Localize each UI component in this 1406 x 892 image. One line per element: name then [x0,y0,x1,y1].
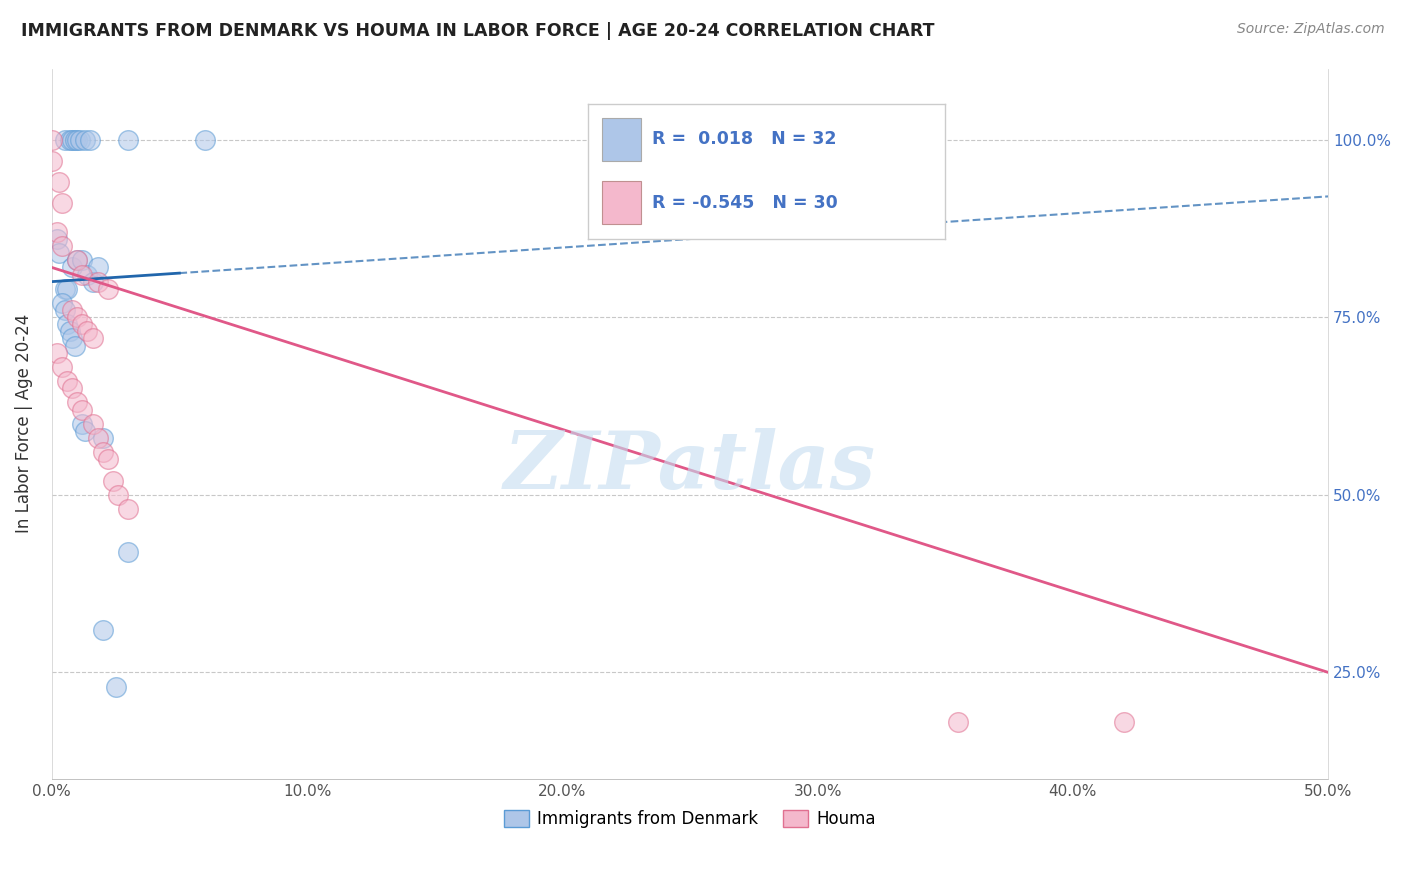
Point [60,260,83,275]
Point [56,318,79,332]
Point [72,417,94,431]
Point [63,132,86,146]
Point [91,431,114,445]
Point [73,132,96,146]
Point [97,452,120,467]
Point [73,424,96,438]
Point [66,310,89,325]
Point [1112,715,1135,730]
Text: ZIPatlas: ZIPatlas [503,427,876,505]
Point [48,175,70,189]
Point [60,331,83,345]
Point [53,303,76,318]
Point [51,359,73,374]
Point [117,502,139,516]
Point [86,275,108,289]
Legend: Immigrants from Denmark, Houma: Immigrants from Denmark, Houma [498,803,883,835]
Point [60,381,83,395]
Point [82,417,104,431]
Point [97,282,120,296]
Point [41,153,63,168]
Point [117,132,139,146]
Point [72,402,94,417]
Point [60,132,83,146]
Point [51,239,73,253]
Point [66,395,89,409]
Point [56,374,79,388]
Point [194,132,217,146]
Y-axis label: In Labor Force | Age 20-24: In Labor Force | Age 20-24 [15,314,32,533]
Text: Source: ZipAtlas.com: Source: ZipAtlas.com [1237,22,1385,37]
Point [76,324,98,338]
Point [41,132,63,146]
Point [45,345,67,359]
Point [79,132,101,146]
Point [45,225,67,239]
Point [72,253,94,268]
Point [117,544,139,558]
Point [946,715,969,730]
Point [86,260,108,275]
Point [104,680,127,694]
Point [82,331,104,345]
Point [66,132,89,146]
Point [91,445,114,459]
Point [59,132,82,146]
Point [56,282,79,296]
Point [91,623,114,637]
Point [86,431,108,445]
Point [69,132,91,146]
Point [107,488,129,502]
Point [72,318,94,332]
Point [48,246,70,260]
Point [60,303,83,318]
Point [66,253,89,268]
Point [63,338,86,352]
Point [59,324,82,338]
Point [66,253,89,268]
Point [72,268,94,282]
Text: IMMIGRANTS FROM DENMARK VS HOUMA IN LABOR FORCE | AGE 20-24 CORRELATION CHART: IMMIGRANTS FROM DENMARK VS HOUMA IN LABO… [21,22,935,40]
Point [45,232,67,246]
Point [51,296,73,310]
Point [101,474,124,488]
Point [53,132,76,146]
Point [51,196,73,211]
Point [76,268,98,282]
Point [82,275,104,289]
Point [53,282,76,296]
